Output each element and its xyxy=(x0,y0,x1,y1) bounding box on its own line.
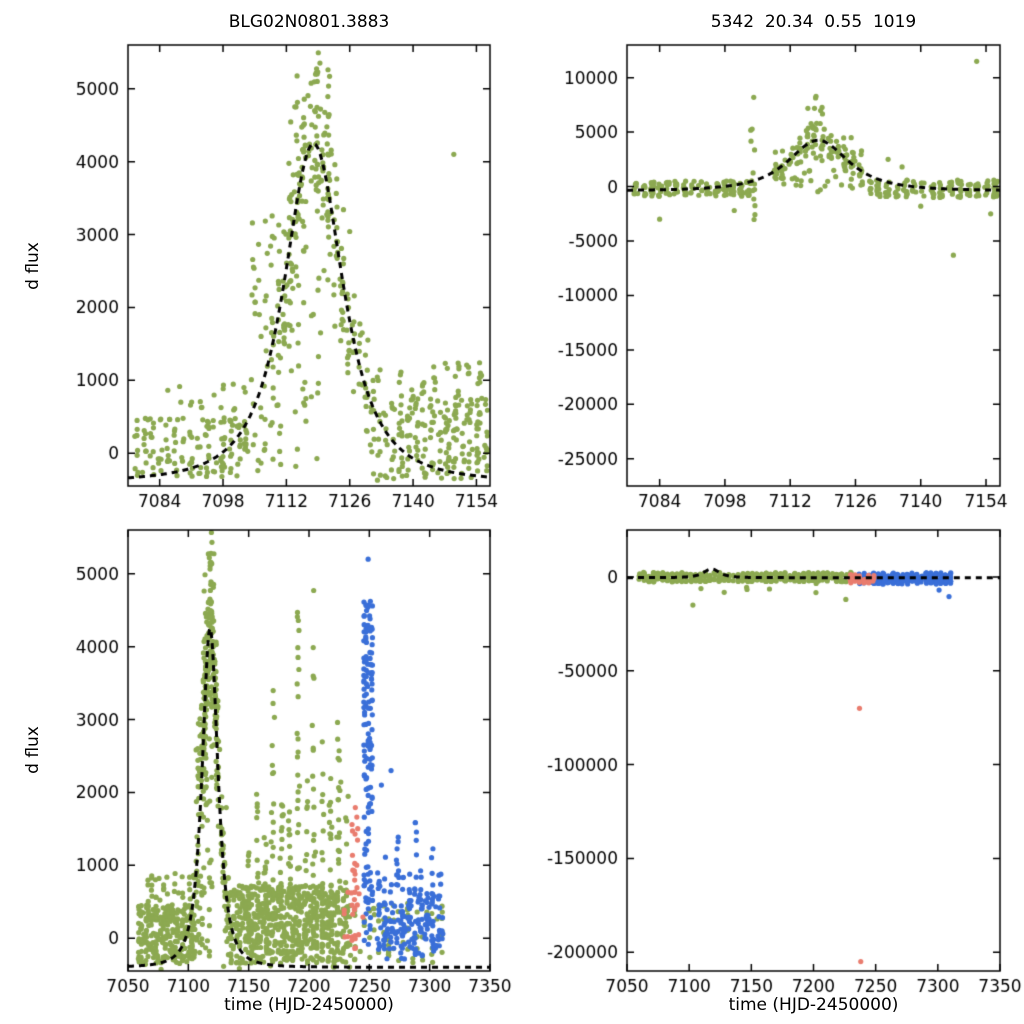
panel3-y-axis-label: d flux xyxy=(23,726,43,774)
panel3-x-axis-label: time (HJD-2450000) xyxy=(224,995,394,1015)
panel1-title: BLG02N0801.3883 xyxy=(228,12,390,32)
panel4-x-axis-label: time (HJD-2450000) xyxy=(728,995,899,1015)
panel1-y-axis-label: d flux xyxy=(23,242,43,290)
panel2-title: 5342 20.34 0.55 1019 xyxy=(710,12,917,32)
